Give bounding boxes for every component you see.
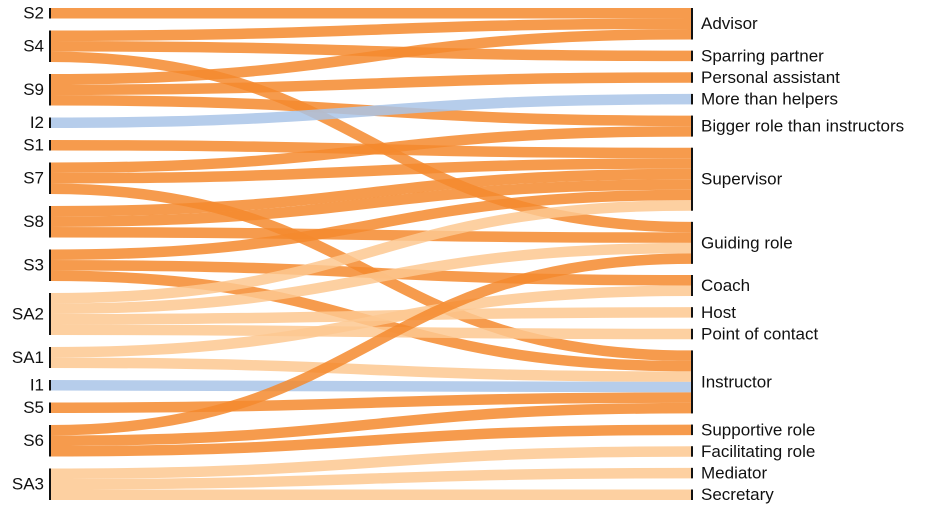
target-label: Guiding role	[701, 233, 793, 252]
flow	[49, 93, 693, 128]
source-label: S5	[23, 398, 44, 417]
flow	[49, 467, 693, 490]
source-label: I1	[30, 376, 44, 395]
flow	[49, 189, 693, 260]
target-label: Facilitating role	[701, 442, 815, 461]
flow	[49, 168, 693, 217]
flow	[49, 41, 693, 62]
source-label: SA1	[12, 348, 44, 367]
flow	[49, 51, 693, 233]
source-label: S3	[23, 256, 44, 275]
flow	[49, 126, 693, 173]
target-label: Mediator	[701, 464, 767, 483]
flow	[49, 307, 693, 325]
links	[49, 7, 693, 501]
flow	[49, 242, 693, 314]
source-label: S7	[23, 169, 44, 188]
flow	[49, 446, 693, 479]
target-label: Personal assistant	[701, 68, 840, 87]
flow	[49, 285, 693, 358]
source-label: S2	[23, 4, 44, 23]
flow	[49, 18, 693, 41]
flow	[49, 392, 693, 413]
target-label: Coach	[701, 276, 750, 295]
flow	[49, 424, 693, 457]
source-label: S8	[23, 212, 44, 231]
flow	[49, 29, 693, 85]
source-label: SA2	[12, 304, 44, 323]
target-label: Supervisor	[701, 170, 783, 189]
flow	[49, 324, 693, 340]
flow	[49, 158, 693, 184]
target-label: Secretary	[701, 485, 774, 504]
target-label: Point of contact	[701, 325, 818, 344]
target-label: Supportive role	[701, 420, 815, 439]
nodes: S2 S4 S9 I2 S1 S7 S8 S3 SA2 SA1 I1 S5 S6 SA3 Advisor Sp…	[12, 4, 904, 505]
target-label: Sparring partner	[701, 46, 824, 65]
source-label: S4	[23, 37, 44, 56]
target-label: Instructor	[701, 372, 772, 391]
flow	[49, 179, 693, 227]
flow	[49, 72, 693, 95]
source-label: SA3	[12, 475, 44, 494]
flow	[49, 200, 693, 304]
flow	[49, 227, 693, 243]
source-label: I2	[30, 113, 44, 132]
source-label: S6	[23, 431, 44, 450]
flow	[49, 402, 693, 446]
target-label: More than helpers	[701, 90, 838, 109]
flow	[49, 357, 693, 382]
target-label: Bigger role than instructors	[701, 117, 904, 136]
flow	[49, 380, 693, 393]
source-label: S1	[23, 136, 44, 155]
flow	[49, 260, 693, 286]
flow	[49, 253, 693, 436]
target-label: Host	[701, 303, 736, 322]
target-label: Advisor	[701, 14, 758, 33]
source-label: S9	[23, 80, 44, 99]
